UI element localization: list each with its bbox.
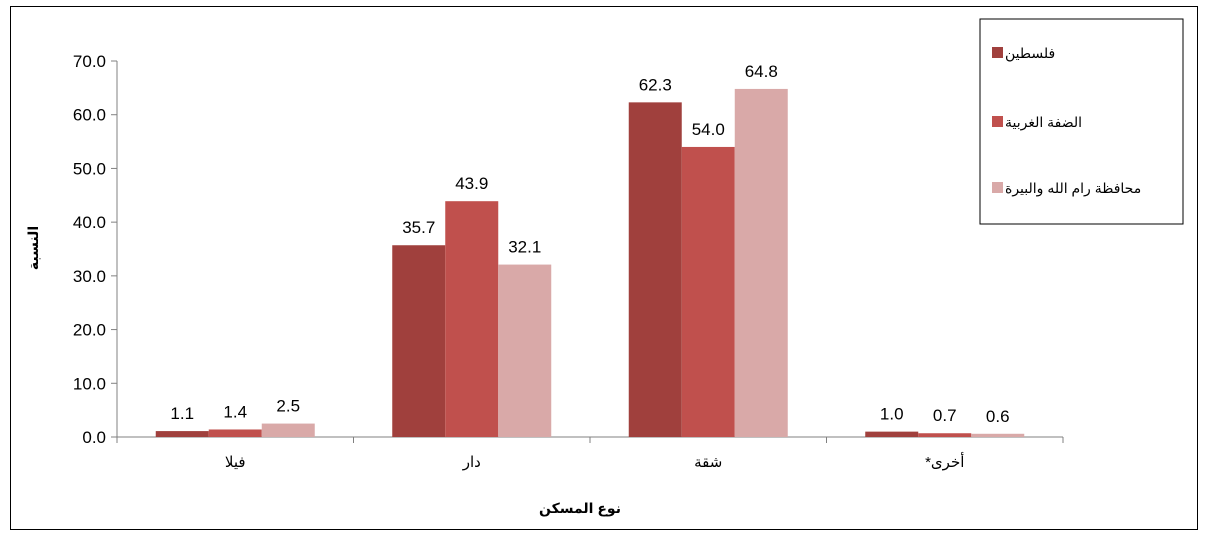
legend-swatch <box>992 47 1003 58</box>
legend-label: فلسطين <box>1005 45 1055 62</box>
legend-label: محافظة رام الله والبيرة <box>1005 180 1141 197</box>
y-tick-label: 30.0 <box>73 267 106 286</box>
y-tick-label: 20.0 <box>73 321 106 340</box>
bar <box>155 431 209 437</box>
y-axis: 0.0 10.0 20.0 30.0 40.0 50.0 60.0 70.0 <box>73 52 118 447</box>
bar <box>918 433 972 437</box>
data-label: 0.6 <box>986 407 1010 426</box>
data-label: 1.0 <box>880 405 904 424</box>
data-label: 35.7 <box>402 218 435 237</box>
data-label: 2.5 <box>276 397 300 416</box>
bar <box>734 88 788 437</box>
bar <box>445 201 499 437</box>
bar <box>208 429 262 437</box>
y-tick-label: 10.0 <box>73 374 106 393</box>
y-tick-label: 40.0 <box>73 213 106 232</box>
legend-swatch <box>992 182 1003 193</box>
data-label: 1.1 <box>170 404 194 423</box>
y-tick-label: 70.0 <box>73 52 106 71</box>
x-tick-label: أخرى* <box>925 452 964 471</box>
legend-label: الضفة الغربية <box>1005 114 1082 131</box>
x-axis: فيلا دار شقة أخرى* <box>116 436 1064 471</box>
bar <box>392 245 446 437</box>
x-axis-title: نوع المسكن <box>539 500 621 517</box>
bar <box>681 146 735 437</box>
bar <box>628 102 682 438</box>
data-label: 54.0 <box>692 120 725 139</box>
x-tick-label: فيلا <box>225 454 246 471</box>
bars <box>155 88 1025 438</box>
data-label: 62.3 <box>639 75 672 94</box>
x-tick-label: دار <box>462 454 481 471</box>
data-label: 43.9 <box>455 174 488 193</box>
y-tick-label: 50.0 <box>73 159 106 178</box>
x-tick-label: شقة <box>694 454 722 471</box>
legend-swatch <box>992 116 1003 127</box>
data-label: 64.8 <box>745 62 778 81</box>
bar <box>865 431 919 437</box>
data-label: 1.4 <box>223 402 247 421</box>
bar <box>261 423 315 437</box>
y-axis-title: النسبة <box>25 226 41 270</box>
data-label: 0.7 <box>933 406 957 425</box>
bar <box>498 264 552 437</box>
y-tick-label: 60.0 <box>73 106 106 125</box>
legend-box <box>979 18 1184 225</box>
data-labels: 1.1 1.4 2.5 35.7 43.9 32.1 62.3 54.0 64.8 1.0 0.7 0… <box>170 62 1009 426</box>
data-label: 32.1 <box>508 238 541 257</box>
bar <box>971 433 1025 437</box>
y-tick-label: 0.0 <box>82 428 106 447</box>
legend: فلسطين الضفة الغربية محافظة رام الله والبي… <box>979 18 1184 225</box>
